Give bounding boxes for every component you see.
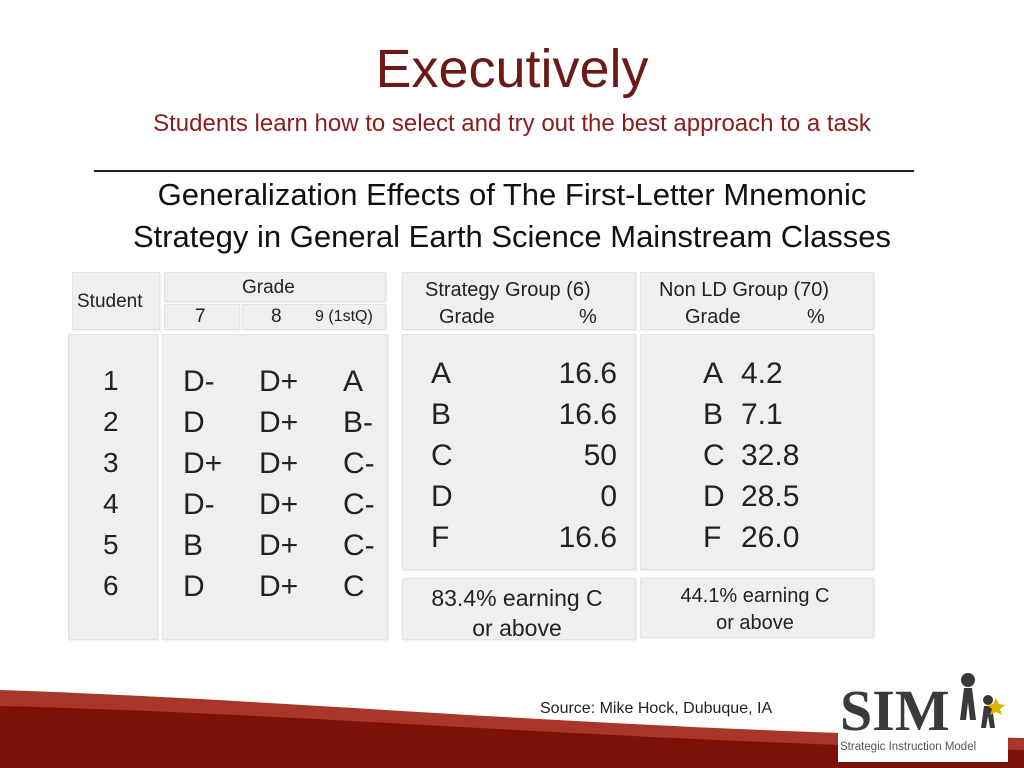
grade-cell: D+ [259,570,299,603]
student-number: 6 [103,570,119,601]
group-percent: 16.6 [558,521,617,554]
student-header-box: Student [72,272,160,330]
strategy-values-box: A 16.6 B 16.6 C 50 D 0 F 16.6 [402,334,636,570]
grade-cell: D [183,406,205,439]
grade-col-7-box: 7 [164,304,240,330]
strategy-header-box: Strategy Group (6) Grade % [402,272,636,330]
group-grade: D [703,480,725,513]
svg-text:Strategic Instruction Model: Strategic Instruction Model [840,741,976,753]
sim-logo: SIM Strategic Instruction Model [838,670,1008,762]
group-percent: 7.1 [741,398,783,431]
group-percent: 0 [600,480,617,513]
strategy-grade-label: Grade [439,306,495,328]
grade-cell: D+ [259,488,299,521]
group-percent: 4.2 [741,357,783,390]
group-grade: F [703,521,722,554]
grade-cell: D+ [259,447,299,480]
footer-band [0,690,1024,768]
heading-line-1: Generalization Effects of The First-Lett… [157,177,867,212]
group-percent: 16.6 [558,398,617,431]
strategy-group-header: Strategy Group (6) [425,279,591,301]
group-percent: 28.5 [741,480,800,513]
group-grade: A [703,357,724,390]
grade-header: Grade [242,277,295,298]
sim-logo-figures: SIM Strategic Instruction Model [840,673,1005,753]
grade-col-8: 8 [271,306,282,327]
grade-col-9: 9 (1stQ) [315,308,373,325]
student-number: 4 [103,488,119,519]
group-percent: 16.6 [558,357,617,390]
grade-cell: D+ [183,447,223,480]
heading-line-2: Strategy in General Earth Science Mainst… [132,219,892,254]
non-ld-group-header: Non LD Group (70) [659,279,830,301]
slide-title: Executively [375,39,649,99]
group-percent: 50 [583,439,617,472]
group-grade: F [431,521,450,554]
strategy-summary-box: 83.4% earning C or above [402,578,636,641]
student-number: 2 [103,406,119,437]
grade-cell: D- [183,488,215,521]
grades-box: D- D+ A D D+ B- D+ D+ C- D- D+ C- B D+ C- D D+ C [162,334,388,640]
strategy-summary-line-2: or above [472,615,562,641]
grade-col-8-box: 8 9 (1stQ) [242,304,386,330]
slide-subtitle: Students learn how to select and try out… [153,110,871,137]
non-ld-pct-label: % [807,306,825,328]
group-percent: 26.0 [741,521,800,554]
group-percent: 32.8 [741,439,800,472]
non-ld-grade-label: Grade [685,306,741,328]
non-ld-header-box: Non LD Group (70) Grade % [640,272,874,330]
group-grade: A [431,357,452,390]
non-ld-summary-box: 44.1% earning C or above [640,578,874,638]
grade-cell: C- [343,447,375,480]
grade-cell: D+ [259,406,299,439]
student-numbers-box: 1 2 3 4 5 6 [68,334,158,640]
non-ld-values-box: A 4.2 B 7.1 C 32.8 D 28.5 F 26.0 [640,334,874,570]
grade-cell: A [343,365,364,398]
group-grade: B [703,398,724,431]
grade-cell: C- [343,529,375,562]
group-grade: B [431,398,452,431]
divider [94,170,914,172]
grade-cell: B [183,529,204,562]
grade-cell: C- [343,488,375,521]
grade-header-box: Grade [164,272,386,302]
grade-col-7: 7 [195,306,206,327]
student-header: Student [77,291,143,312]
group-grade: C [703,439,725,472]
grade-cell: D+ [259,365,299,398]
non-ld-summary-line-2: or above [716,612,794,634]
strategy-pct-label: % [579,306,597,328]
grade-cell: D [183,570,205,603]
strategy-summary-line-1: 83.4% earning C [431,585,603,611]
grade-cell: D- [183,365,215,398]
grade-cell: C [343,570,365,603]
non-ld-summary-line-1: 44.1% earning C [680,585,830,607]
source-credit: Source: Mike Hock, Dubuque, IA [540,700,773,717]
student-number: 3 [103,447,119,478]
grade-cell: D+ [259,529,299,562]
student-number: 1 [103,365,119,396]
table-heading: Generalization Effects of The First-Lett… [60,174,964,258]
student-number: 5 [103,529,119,560]
group-grade: C [431,439,453,472]
grade-cell: B- [343,406,373,439]
group-grade: D [431,480,453,513]
svg-text:SIM: SIM [840,678,950,743]
